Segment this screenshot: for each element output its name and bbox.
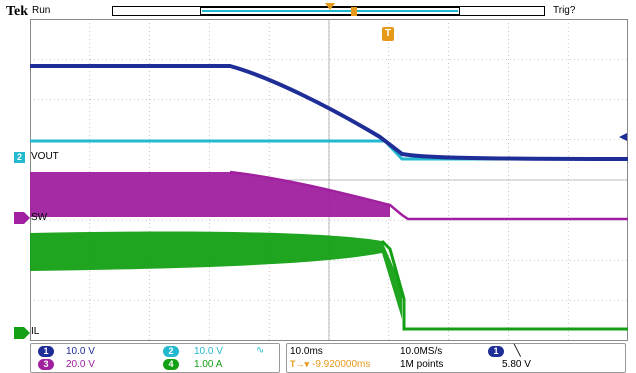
horizontal-delay[interactable]: -9.920000ms: [312, 359, 371, 370]
ch4-badge[interactable]: 4: [163, 359, 179, 370]
ch3-badge[interactable]: 3: [38, 359, 54, 370]
ch2-ground-marker[interactable]: 2: [14, 152, 25, 163]
ch1-trace: [30, 64, 629, 161]
expansion-point-icon: [351, 7, 357, 16]
trigger-state: Trig?: [553, 5, 576, 16]
ch2-scale[interactable]: 10.0 V: [194, 346, 223, 357]
graticule: [30, 19, 629, 341]
record-view-waveform: [202, 10, 458, 12]
ch3-trace-tail: [229, 170, 628, 221]
ch1-scale[interactable]: 10.0 V: [66, 346, 95, 357]
ch4-trace-envelope: [30, 231, 402, 319]
ch4-trace-tail: [380, 239, 628, 331]
ch3-ground-marker[interactable]: [14, 212, 30, 224]
sample-rate: 10.0MS/s: [400, 346, 443, 357]
timebase-scale[interactable]: 10.0ms: [290, 346, 323, 357]
ch3-scale[interactable]: 20.0 V: [66, 359, 95, 370]
record-length[interactable]: 1M points: [400, 359, 444, 370]
trigger-source-badge[interactable]: 1: [488, 346, 504, 357]
ch2-label: VOUT: [31, 151, 59, 162]
ch3-trace-envelope: [30, 172, 390, 217]
ch4-ground-marker[interactable]: [14, 327, 30, 339]
status-bar: Tek Run Trig?: [0, 0, 636, 20]
run-state[interactable]: Run: [32, 5, 51, 16]
delay-icon: T→▾: [290, 359, 310, 369]
brand-logo: Tek: [6, 4, 29, 19]
trigger-position-icon: [325, 3, 335, 10]
bandwidth-limit-icon: ∿: [256, 345, 265, 356]
waveform-display[interactable]: T: [30, 19, 629, 341]
trigger-level[interactable]: 5.80 V: [502, 359, 531, 370]
ch3-label: SW: [31, 212, 48, 223]
trigger-position-marker[interactable]: T: [382, 27, 394, 41]
ch1-badge[interactable]: 1: [38, 346, 54, 357]
trigger-level-icon[interactable]: [619, 133, 627, 141]
falling-edge-icon: ╲: [514, 345, 521, 357]
ch4-label: IL: [31, 326, 40, 337]
ch2-badge[interactable]: 2: [163, 346, 179, 357]
readout-bar: 1 10.0 V 2 10.0 V ∿ 3 20.0 V 4 1.00 A 10…: [30, 343, 628, 373]
ch4-scale[interactable]: 1.00 A: [194, 359, 223, 370]
